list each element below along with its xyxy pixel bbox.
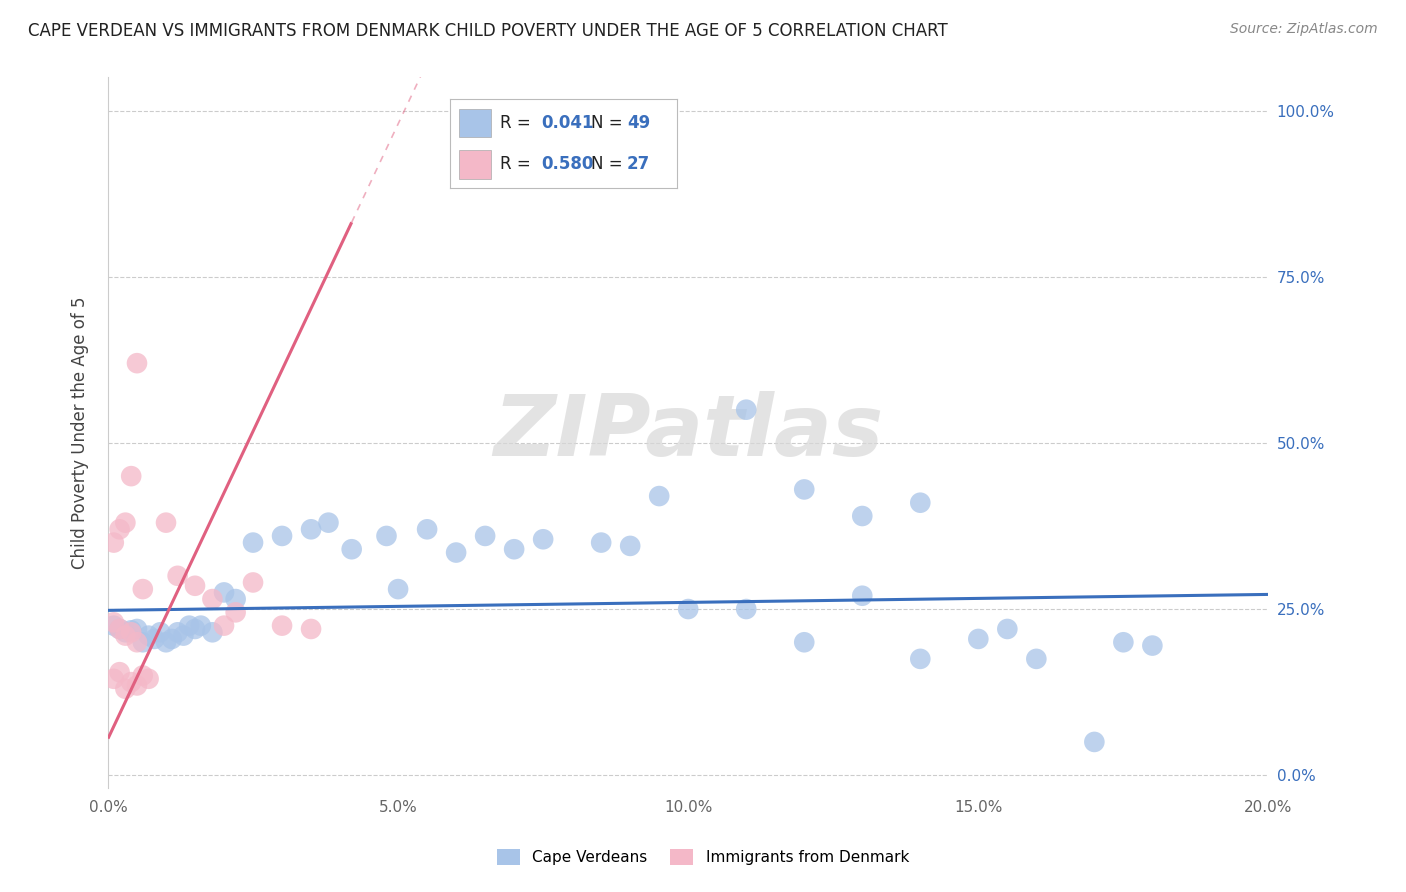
Point [212,618,235,632]
Point [114,625,136,640]
Text: Source: ZipAtlas.com: Source: ZipAtlas.com [1230,22,1378,37]
Point [120,624,142,638]
Point [318,516,340,530]
Point [132,635,155,649]
Point [108,665,131,680]
Point [299,522,322,536]
Point [103,618,125,632]
Point [967,632,990,646]
Point [132,668,155,682]
Point [474,529,496,543]
Point [619,539,641,553]
Point [676,602,699,616]
Point [340,542,363,557]
Point [201,625,224,640]
Point [184,579,207,593]
Point [503,542,526,557]
Point [108,622,131,636]
Point [138,672,160,686]
Point [166,569,188,583]
Point [735,402,758,417]
Y-axis label: Child Poverty Under the Age of 5: Child Poverty Under the Age of 5 [72,297,89,569]
Point [416,522,439,536]
Point [1142,639,1164,653]
Point [212,585,235,599]
Point [242,535,264,549]
Point [103,672,125,686]
Point [851,508,873,523]
Point [149,625,172,640]
Point [1083,735,1105,749]
Point [793,483,815,497]
Point [387,582,409,596]
Point [114,681,136,696]
Point [120,675,142,690]
Point [103,615,125,630]
Point [143,632,166,646]
Point [103,535,125,549]
Point [155,516,177,530]
Text: CAPE VERDEAN VS IMMIGRANTS FROM DENMARK CHILD POVERTY UNDER THE AGE OF 5 CORRELA: CAPE VERDEAN VS IMMIGRANTS FROM DENMARK … [28,22,948,40]
Point [271,618,294,632]
Point [125,356,148,370]
Point [125,622,148,636]
Point [114,516,136,530]
Point [179,618,201,632]
Point [735,602,758,616]
Point [201,592,224,607]
Point [138,629,160,643]
Point [375,529,398,543]
Point [125,635,148,649]
Point [299,622,322,636]
Point [995,622,1018,636]
Point [120,625,142,640]
Point [648,489,671,503]
Point [444,545,467,559]
Point [108,522,131,536]
Point [242,575,264,590]
Point [172,629,194,643]
Point [531,533,554,547]
Point [125,678,148,692]
Point [591,535,613,549]
Point [225,592,247,607]
Point [225,605,247,619]
Point [160,632,183,646]
Point [132,582,155,596]
Point [184,622,207,636]
Point [910,496,932,510]
Point [155,635,177,649]
Point [851,589,873,603]
Legend: Cape Verdeans, Immigrants from Denmark: Cape Verdeans, Immigrants from Denmark [491,843,915,871]
Point [910,652,932,666]
Point [114,629,136,643]
Point [120,469,142,483]
Text: ZIPatlas: ZIPatlas [494,392,883,475]
Point [108,622,131,636]
Point [190,618,212,632]
Point [793,635,815,649]
Point [166,625,188,640]
Point [1112,635,1135,649]
Point [1025,652,1047,666]
Point [271,529,294,543]
